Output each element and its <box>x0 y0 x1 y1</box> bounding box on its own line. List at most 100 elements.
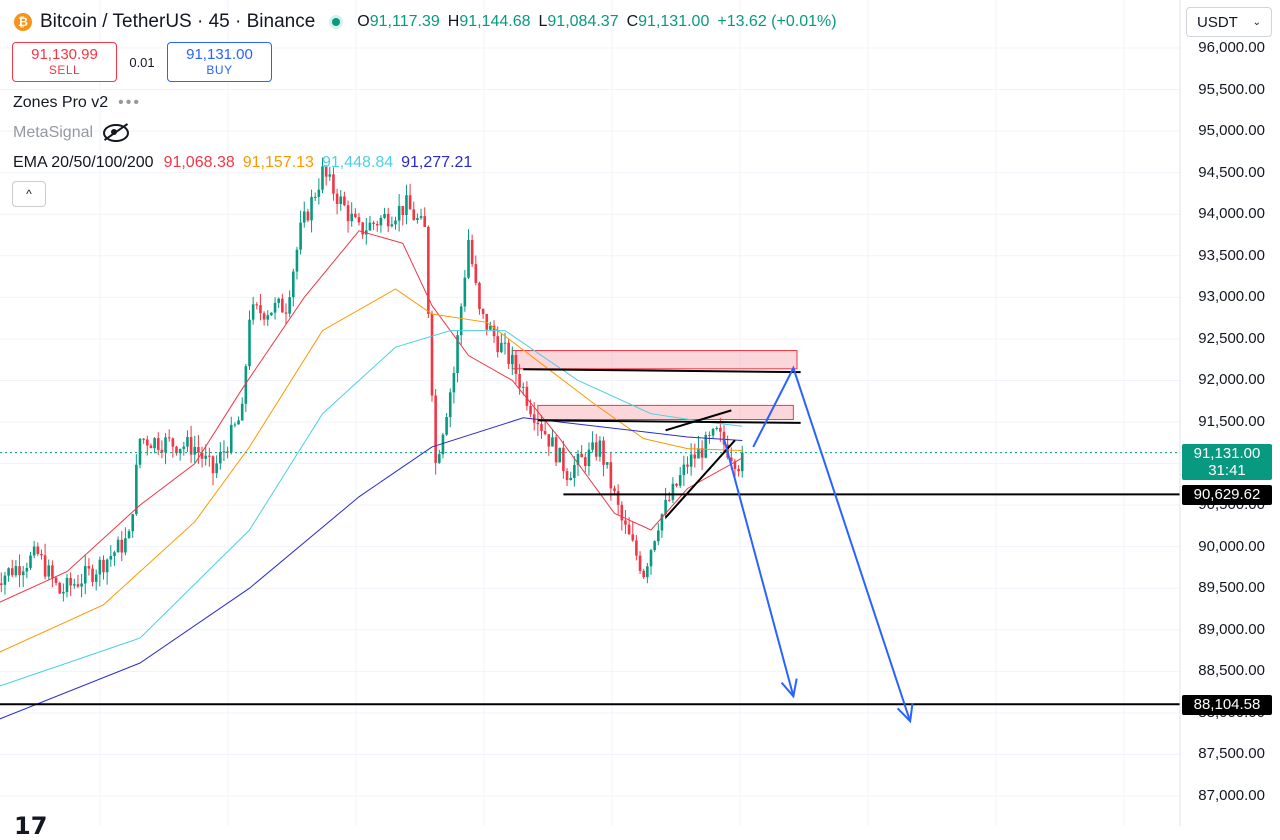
candle-body <box>29 555 32 568</box>
candle-body <box>627 524 631 535</box>
collapse-indicators-button[interactable]: ^ <box>12 181 46 207</box>
candle-body <box>113 552 116 556</box>
candle-body <box>313 196 317 198</box>
candle-body <box>675 483 678 486</box>
candle-body <box>36 546 40 554</box>
candle-body <box>558 447 562 463</box>
level-label-1: 90,629.62 <box>1182 485 1272 505</box>
y-tick-label: 92,000.00 <box>1198 371 1265 389</box>
candle-body <box>412 209 416 220</box>
candle-body <box>306 211 310 221</box>
candle-body <box>255 304 259 306</box>
candle-body <box>394 220 397 225</box>
candle-body <box>295 249 299 272</box>
candle-body <box>328 174 332 177</box>
candle-body <box>171 438 175 447</box>
trade-panel: 91,130.99 SELL 0.01 91,131.00 BUY <box>12 42 272 82</box>
last-price-label: 91,131.00 31:41 <box>1182 444 1272 480</box>
candle-body <box>339 196 343 205</box>
candle-body <box>167 437 171 439</box>
candle-body <box>135 464 138 515</box>
candle-body <box>21 571 25 576</box>
candle-body <box>722 431 726 445</box>
candle-body <box>62 591 65 594</box>
chevron-up-icon: ^ <box>26 187 32 201</box>
candle-body <box>138 438 142 465</box>
y-tick-label: 93,500.00 <box>1198 246 1265 264</box>
y-tick-label: 95,500.00 <box>1198 80 1265 98</box>
y-tick-label: 92,500.00 <box>1198 329 1265 347</box>
candle-body <box>664 499 667 515</box>
symbol-title[interactable]: Bitcoin / TetherUS · 45 · Binance <box>40 11 316 32</box>
metasignal-label: MetaSignal <box>13 124 94 141</box>
eye-hidden-icon[interactable] <box>103 124 130 142</box>
candle-body <box>624 520 627 525</box>
candle-body <box>124 538 127 553</box>
candle-body <box>496 336 499 353</box>
candle-body <box>576 453 580 465</box>
candle-body <box>3 575 7 585</box>
candle-body <box>149 445 153 449</box>
chevron-down-icon: ⌄ <box>1252 16 1261 28</box>
open-label: O <box>357 13 370 30</box>
candle-body <box>657 530 660 542</box>
candle-body <box>299 222 302 250</box>
sell-label: SELL <box>48 62 81 77</box>
candle-body <box>361 222 364 235</box>
candle-body <box>281 298 284 313</box>
indicator-zones[interactable]: Zones Pro v2 ••• <box>13 94 141 112</box>
candle-body <box>547 434 551 447</box>
candle-body <box>69 577 72 586</box>
supply-zone <box>537 404 794 421</box>
candle-body <box>288 297 291 314</box>
sell-button[interactable]: 91,130.99 SELL <box>12 42 117 82</box>
ema-20-value: 91,068.38 <box>163 154 235 171</box>
candle-body <box>441 434 445 455</box>
candle-body <box>620 504 624 521</box>
candle-body <box>573 464 576 478</box>
y-tick-label: 88,500.00 <box>1198 662 1265 680</box>
candle-body <box>368 222 372 231</box>
ema-line <box>0 230 743 603</box>
currency-select[interactable]: USDT ⌄ <box>1186 7 1272 37</box>
candle-body <box>697 448 700 459</box>
candle-body <box>481 309 485 314</box>
projection-path <box>752 365 912 722</box>
candle-body <box>292 271 295 298</box>
candle-body <box>525 386 529 406</box>
open-value: 91,117.39 <box>369 13 440 30</box>
indicator-ema[interactable]: EMA 20/50/100/200 91,068.38 91,157.13 91,4… <box>13 154 480 172</box>
candle-body <box>240 403 244 421</box>
ema-100-value: 91,448.84 <box>321 154 394 171</box>
y-tick-label: 89,000.00 <box>1198 620 1265 638</box>
tradingview-logo: 17 <box>14 812 48 840</box>
buy-button[interactable]: 91,131.00 BUY <box>167 42 272 82</box>
y-tick-label: 95,000.00 <box>1198 122 1265 140</box>
candle-body <box>503 342 507 344</box>
close-label: C <box>626 13 639 30</box>
y-tick-label: 87,000.00 <box>1198 787 1265 804</box>
candle-body <box>14 566 18 576</box>
ema-200-value: 91,277.21 <box>401 154 473 171</box>
candle-body <box>43 555 47 577</box>
candle-body <box>605 462 609 465</box>
buy-price: 91,131.00 <box>186 46 253 64</box>
candle-body <box>277 298 280 303</box>
more-icon[interactable]: ••• <box>118 94 141 111</box>
candle-body <box>98 559 102 575</box>
candle-body <box>693 454 697 459</box>
candle-body <box>0 583 3 585</box>
ema-line <box>0 330 743 687</box>
candle-body <box>146 439 149 446</box>
candle-body <box>554 437 558 463</box>
candle-body <box>448 392 452 418</box>
indicator-metasignal[interactable]: MetaSignal <box>13 124 130 142</box>
candle-body <box>343 196 346 206</box>
candle-body <box>551 437 554 447</box>
sell-price: 91,130.99 <box>31 46 98 64</box>
candle-body <box>598 440 602 457</box>
candle-body <box>357 217 361 223</box>
candle-body <box>248 319 251 367</box>
high-label: H <box>447 13 460 30</box>
